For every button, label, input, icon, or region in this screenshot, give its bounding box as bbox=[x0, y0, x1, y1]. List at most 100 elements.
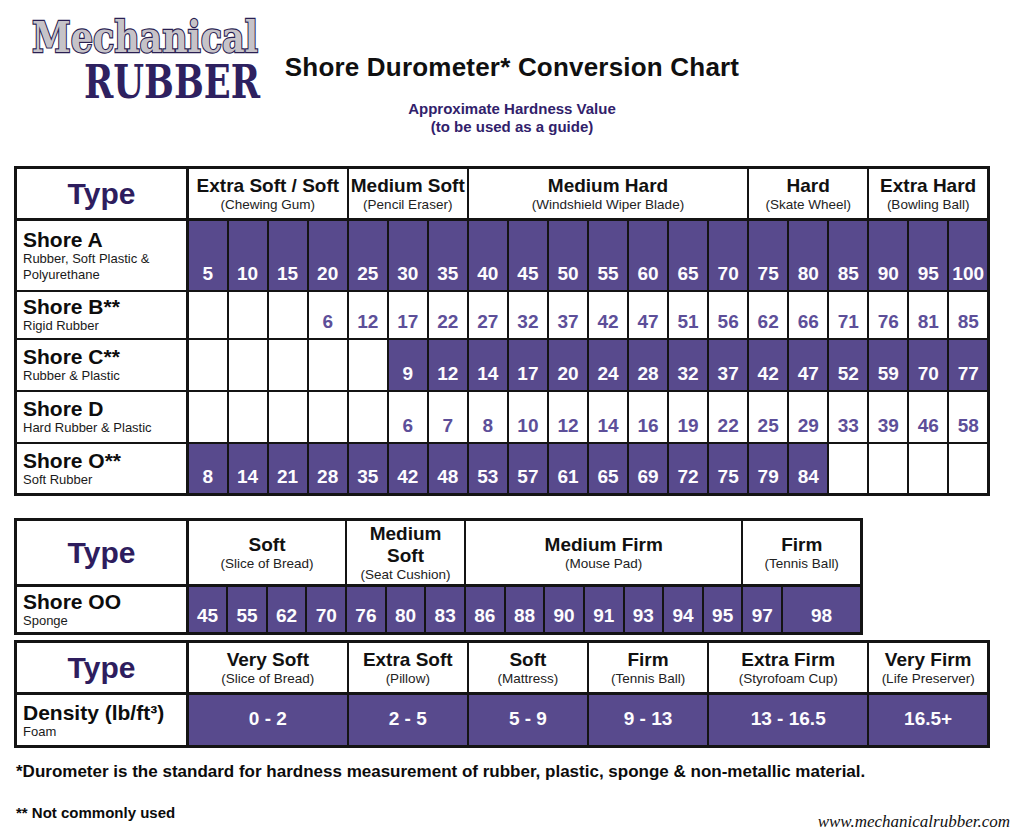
group-sublabel: (Windshield Wiper Blade) bbox=[471, 197, 745, 213]
value-cell: 20 bbox=[548, 339, 588, 391]
value-cell: 32 bbox=[668, 339, 708, 391]
value-cell: 5 bbox=[188, 220, 228, 291]
group-label: Medium Soft bbox=[351, 175, 465, 197]
row-desc: Hard Rubber & Plastic bbox=[23, 420, 180, 436]
group-label: Soft bbox=[471, 649, 585, 671]
hardness-group-header: Firm(Tennis Ball) bbox=[742, 520, 861, 586]
hardness-group-header: Extra Firm(Styrofoam Cup) bbox=[708, 642, 868, 694]
value-cell: 6 bbox=[388, 391, 428, 443]
value-cell: 58 bbox=[948, 391, 988, 443]
value-cell: 69 bbox=[628, 443, 668, 495]
value-cell: 7 bbox=[428, 391, 468, 443]
group-label: Medium Firm bbox=[468, 534, 739, 556]
group-label: Medium Soft bbox=[349, 523, 462, 567]
table-row: Shore O**Soft Rubber81421283542485357616… bbox=[16, 443, 989, 495]
value-cell: 95 bbox=[908, 220, 948, 291]
hardness-group-header: Extra Soft / Soft(Chewing Gum) bbox=[188, 168, 348, 220]
value-cell: 47 bbox=[788, 339, 828, 391]
group-label: Very Soft bbox=[191, 649, 345, 671]
hardness-group-header: Very Firm(Life Preserver) bbox=[868, 642, 988, 694]
group-label: Extra Soft bbox=[351, 649, 465, 671]
group-sublabel: (Skate Wheel) bbox=[751, 197, 865, 213]
value-cell: 90 bbox=[544, 586, 584, 634]
subtitle-line1: Approximate Hardness Value bbox=[0, 100, 1024, 118]
value-cell: 55 bbox=[588, 220, 628, 291]
hardness-group-header: Medium Hard(Windshield Wiper Blade) bbox=[468, 168, 748, 220]
hardness-group-header: Extra Soft(Pillow) bbox=[348, 642, 468, 694]
value-cell: 14 bbox=[588, 391, 628, 443]
value-cell: 56 bbox=[708, 291, 748, 339]
group-sublabel: (Slice of Bread) bbox=[191, 671, 345, 687]
row-title: Shore OO bbox=[23, 590, 180, 613]
value-cell: 100 bbox=[948, 220, 988, 291]
value-cell: 77 bbox=[948, 339, 988, 391]
value-cell: 57 bbox=[508, 443, 548, 495]
value-cell: 75 bbox=[748, 220, 788, 291]
value-cell: 42 bbox=[588, 291, 628, 339]
value-cell: 12 bbox=[548, 391, 588, 443]
group-label: Hard bbox=[751, 175, 865, 197]
hardness-group-header: Medium Soft(Pencil Eraser) bbox=[348, 168, 468, 220]
value-cell: 28 bbox=[628, 339, 668, 391]
value-cell: 76 bbox=[868, 291, 908, 339]
value-cell: 94 bbox=[663, 586, 703, 634]
value-cell: 79 bbox=[748, 443, 788, 495]
row-desc: Rubber & Plastic bbox=[23, 368, 180, 384]
value-cell: 30 bbox=[388, 220, 428, 291]
empty-cell bbox=[348, 391, 388, 443]
table-row: Shore C**Rubber & Plastic912141720242832… bbox=[16, 339, 989, 391]
value-cell: 12 bbox=[428, 339, 468, 391]
value-cell: 95 bbox=[703, 586, 743, 634]
hardness-group-header: Hard(Skate Wheel) bbox=[748, 168, 868, 220]
value-cell: 52 bbox=[828, 339, 868, 391]
value-cell: 2 - 5 bbox=[348, 694, 468, 747]
group-sublabel: (Bowling Ball) bbox=[871, 197, 985, 213]
value-cell: 37 bbox=[548, 291, 588, 339]
value-cell: 9 bbox=[388, 339, 428, 391]
value-cell: 25 bbox=[348, 220, 388, 291]
empty-cell bbox=[228, 391, 268, 443]
row-label: Shore OOSponge bbox=[16, 586, 188, 634]
header-row: TypeSoft(Slice of Bread)Medium Soft(Seat… bbox=[16, 520, 862, 586]
value-cell: 21 bbox=[268, 443, 308, 495]
value-cell: 17 bbox=[388, 291, 428, 339]
empty-cell bbox=[948, 443, 988, 495]
row-label: Shore C**Rubber & Plastic bbox=[16, 339, 188, 391]
row-title: Shore B** bbox=[23, 295, 180, 318]
value-cell: 16.5+ bbox=[868, 694, 988, 747]
value-cell: 22 bbox=[428, 291, 468, 339]
value-cell: 81 bbox=[908, 291, 948, 339]
group-label: Extra Soft / Soft bbox=[191, 175, 345, 197]
value-cell: 85 bbox=[828, 220, 868, 291]
value-cell: 10 bbox=[508, 391, 548, 443]
value-cell: 51 bbox=[668, 291, 708, 339]
header-row: TypeVery Soft(Slice of Bread)Extra Soft(… bbox=[16, 642, 989, 694]
subtitle-line2: (to be used as a guide) bbox=[0, 118, 1024, 136]
group-sublabel: (Tennis Ball) bbox=[591, 671, 705, 687]
value-cell: 70 bbox=[306, 586, 346, 634]
type-header-label: Type bbox=[16, 168, 188, 220]
value-cell: 35 bbox=[348, 443, 388, 495]
empty-cell bbox=[308, 391, 348, 443]
durometer-conversion-chart-page: Mechanical RUBBER Shore Durometer* Conve… bbox=[0, 0, 1024, 840]
value-cell: 32 bbox=[508, 291, 548, 339]
table-header: TypeExtra Soft / Soft(Chewing Gum)Medium… bbox=[16, 168, 989, 220]
empty-cell bbox=[828, 443, 868, 495]
group-label: Firm bbox=[745, 534, 858, 556]
row-label: Density (lb/ft³)Foam bbox=[16, 694, 188, 747]
group-sublabel: (Mattress) bbox=[471, 671, 585, 687]
value-cell: 61 bbox=[548, 443, 588, 495]
value-cell: 12 bbox=[348, 291, 388, 339]
row-title: Shore C** bbox=[23, 345, 180, 368]
empty-cell bbox=[188, 339, 228, 391]
shore-durometer-table: TypeExtra Soft / Soft(Chewing Gum)Medium… bbox=[14, 166, 990, 496]
value-cell: 71 bbox=[828, 291, 868, 339]
value-cell: 45 bbox=[508, 220, 548, 291]
value-cell: 33 bbox=[828, 391, 868, 443]
empty-cell bbox=[308, 339, 348, 391]
value-cell: 55 bbox=[227, 586, 267, 634]
value-cell: 45 bbox=[188, 586, 228, 634]
hardness-group-header: Medium Firm(Mouse Pad) bbox=[465, 520, 742, 586]
value-cell: 91 bbox=[584, 586, 624, 634]
value-cell: 27 bbox=[468, 291, 508, 339]
